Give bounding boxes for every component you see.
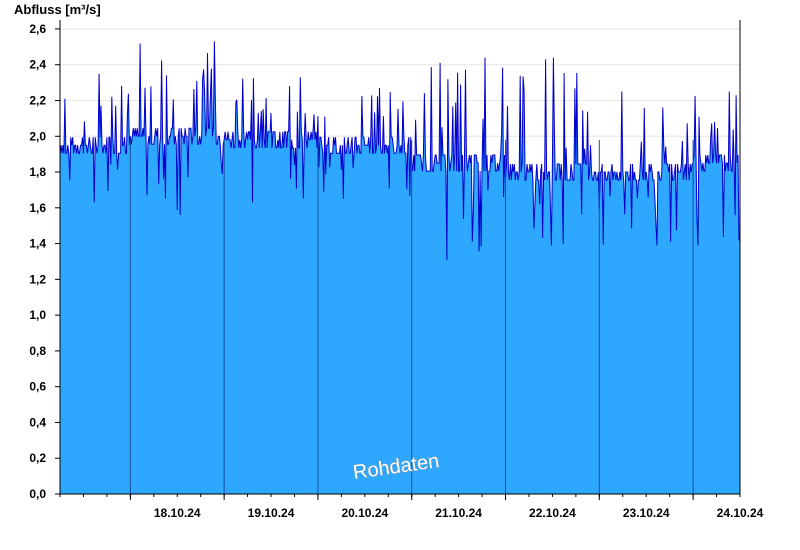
discharge-series [59, 41, 740, 494]
y-tick-label-3: 0,6 [29, 380, 46, 394]
x-tick-label-6: 24.10.24 [717, 506, 764, 520]
y-tick-label-7: 1,4 [29, 237, 46, 251]
y-tick-label-11: 2,2 [29, 93, 46, 107]
x-tick-label-1: 19.10.24 [248, 506, 295, 520]
y-tick-label-13: 2,6 [29, 22, 46, 36]
day-boundary-lines [129, 140, 694, 494]
y-tick-label-8: 1,6 [29, 201, 46, 215]
axes [59, 20, 741, 495]
x-tick-label-4: 22.10.24 [529, 506, 576, 520]
discharge-line [59, 41, 740, 260]
x-tick-label-3: 21.10.24 [435, 506, 482, 520]
y-axis-title: Abfluss [m³/s] [14, 2, 101, 17]
y-tick-label-10: 2,0 [29, 129, 46, 143]
x-tick-label-5: 23.10.24 [623, 506, 670, 520]
y-tick-label-6: 1,2 [29, 272, 46, 286]
x-tick-label-0: 18.10.24 [154, 506, 201, 520]
x-tick-label-2: 20.10.24 [341, 506, 388, 520]
y-tick-label-0: 0,0 [29, 487, 46, 501]
y-tick-labels: 0,0 0,2 0,4 0,6 0,8 1,0 1,2 1,4 1,6 1,8 2,0 2,2 2,4 2… [29, 22, 60, 501]
y-tick-label-5: 1,0 [29, 308, 46, 322]
y-tick-label-2: 0,4 [29, 415, 46, 429]
x-tick-labels: 18.10.24 19.10.24 20.10.24 21.10.24 22.10.24… [59, 494, 764, 520]
discharge-area [60, 41, 740, 494]
y-tick-label-4: 0,8 [29, 344, 46, 358]
y-tick-label-9: 1,8 [29, 165, 46, 179]
y-tick-label-12: 2,4 [29, 58, 46, 72]
y-tick-label-1: 0,2 [29, 451, 46, 465]
